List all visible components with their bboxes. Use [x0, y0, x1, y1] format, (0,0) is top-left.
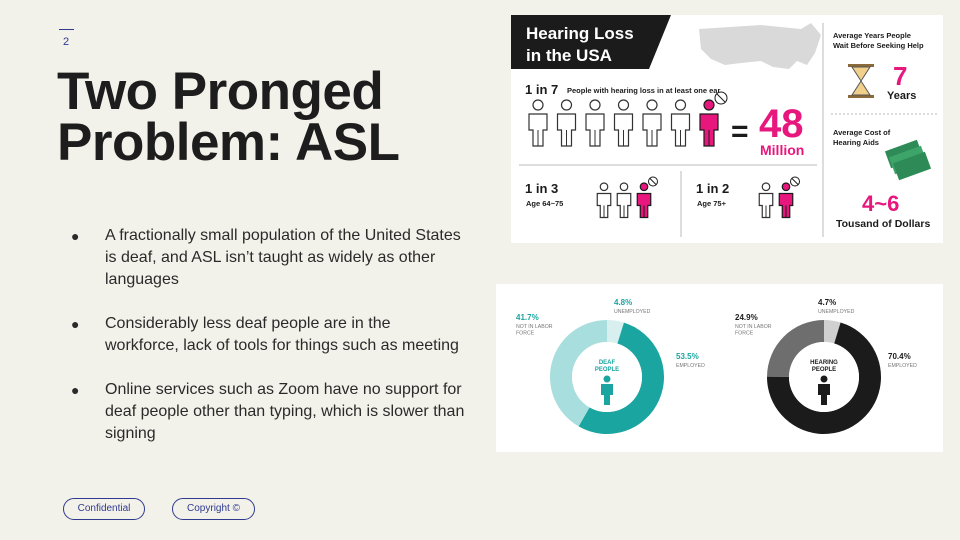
- ratio-a: 1 in 3: [525, 181, 558, 196]
- usa-map-icon: [699, 23, 821, 69]
- category-label: EMPLOYED: [676, 363, 705, 369]
- bullet-dot-icon: ●: [71, 382, 80, 398]
- people-group-a: [596, 176, 658, 219]
- hearing-loss-graphic: Hearing Loss in the USA 1 in 7 People wi…: [511, 15, 937, 237]
- person-highlight-icon: [778, 176, 800, 219]
- wait-unit: Years: [887, 90, 916, 102]
- bullet-dot-icon: ●: [71, 228, 80, 244]
- money-icon: [884, 139, 932, 181]
- category-label: FORCE: [516, 331, 535, 337]
- big-unit: Million: [760, 142, 804, 158]
- donut-slice-unemployed: [824, 320, 841, 344]
- people-group-b: [758, 176, 800, 219]
- title-line-1: Hearing Loss: [526, 24, 634, 43]
- ratio-b-caption: Age 75+: [697, 199, 727, 208]
- wait-number: 7: [893, 61, 907, 91]
- category-label: UNEMPLOYED: [614, 309, 651, 315]
- person-icon: [670, 99, 691, 147]
- confidential-badge: Confidential: [63, 498, 145, 520]
- donut-center-label: PEOPLE: [812, 367, 836, 373]
- bullet-item: ● Considerably less deaf people are in th…: [68, 313, 468, 357]
- donut-slice-not-in-labor-force: [767, 320, 824, 377]
- ratio-b: 1 in 2: [696, 181, 729, 196]
- bullet-item: ● A fractionally small population of the …: [68, 225, 468, 291]
- ratio-main: 1 in 7: [525, 82, 558, 97]
- wait-caption-line-1: Average Years People: [833, 31, 911, 40]
- person-icon: [528, 99, 548, 147]
- person-icon: [758, 182, 774, 219]
- bullet-text: A fractionally small population of the U…: [105, 227, 461, 288]
- category-label: NOT IN LABOR: [516, 324, 553, 330]
- donut-slice-employed: [767, 322, 881, 434]
- person-icon: [556, 99, 577, 147]
- cost-range: 4~6: [862, 191, 899, 216]
- hourglass-icon: [848, 64, 874, 98]
- donut-slice-employed: [578, 322, 664, 434]
- data-label: 4.7%: [818, 298, 836, 307]
- bullet-text: Online services such as Zoom have no sup…: [105, 381, 465, 442]
- category-label: FORCE: [735, 331, 754, 337]
- person-icon: [601, 375, 613, 405]
- title-line-2: in the USA: [526, 46, 612, 65]
- data-label: 41.7%: [516, 313, 539, 322]
- ratio-main-caption: People with hearing loss in at least one…: [567, 86, 720, 95]
- slide-number-rule: [59, 29, 74, 30]
- bullet-text: Considerably less deaf people are in the…: [105, 315, 459, 354]
- hearing-loss-bubble-icon: [648, 176, 658, 187]
- category-label: EMPLOYED: [888, 363, 917, 369]
- bullet-dot-icon: ●: [71, 316, 80, 332]
- hearing-loss-bubble-icon: [714, 91, 728, 105]
- cost-caption-line-2: Hearing Aids: [833, 138, 879, 147]
- slide-title: Two Pronged Problem: ASL: [57, 62, 400, 172]
- big-number: 48: [759, 102, 804, 146]
- equals-sign: =: [731, 115, 749, 148]
- bullet-item: ● Online services such as Zoom have no su…: [68, 379, 468, 445]
- person-highlight-icon: [636, 176, 658, 219]
- person-icon: [616, 182, 632, 219]
- category-label: NOT IN LABOR: [735, 324, 772, 330]
- wait-caption-line-2: Wait Before Seeking Help: [833, 41, 924, 50]
- data-label: 70.4%: [888, 352, 911, 361]
- person-icon: [585, 99, 605, 147]
- data-label: 4.8%: [614, 298, 632, 307]
- hearing-loss-bubble-icon: [790, 176, 800, 187]
- person-highlight-icon: [699, 91, 728, 147]
- data-label: 24.9%: [735, 313, 758, 322]
- person-icon: [642, 99, 662, 147]
- donut-center-label: HEARING: [810, 360, 838, 366]
- cost-caption-line-1: Average Cost of: [833, 128, 891, 137]
- title-banner: [511, 15, 671, 69]
- donut-slice-unemployed: [607, 320, 624, 344]
- data-label: 53.5%: [676, 352, 699, 361]
- bullet-list: ● A fractionally small population of the …: [68, 225, 468, 467]
- donut-center-label: DEAF: [599, 360, 616, 366]
- donut-center-label: PEOPLE: [595, 367, 619, 373]
- person-icon: [818, 375, 830, 405]
- category-label: UNEMPLOYED: [818, 309, 855, 315]
- people-row-1: [528, 91, 728, 147]
- hearing-loss-infographic: Hearing Loss in the USA 1 in 7 People wi…: [511, 15, 943, 243]
- ratio-a-caption: Age 64~75: [526, 199, 563, 208]
- person-icon: [596, 182, 612, 219]
- employment-infographic: DEAF PEOPLE 41.7% NOT IN LABOR FORCE 4.8% UNEM…: [496, 284, 943, 452]
- donut-slice-not-in-labor-force: [550, 320, 607, 427]
- slide-number: 2: [63, 36, 70, 48]
- copyright-badge: Copyright ©: [172, 498, 255, 520]
- person-icon: [613, 99, 634, 147]
- cost-unit: Tousand of Dollars: [836, 218, 930, 230]
